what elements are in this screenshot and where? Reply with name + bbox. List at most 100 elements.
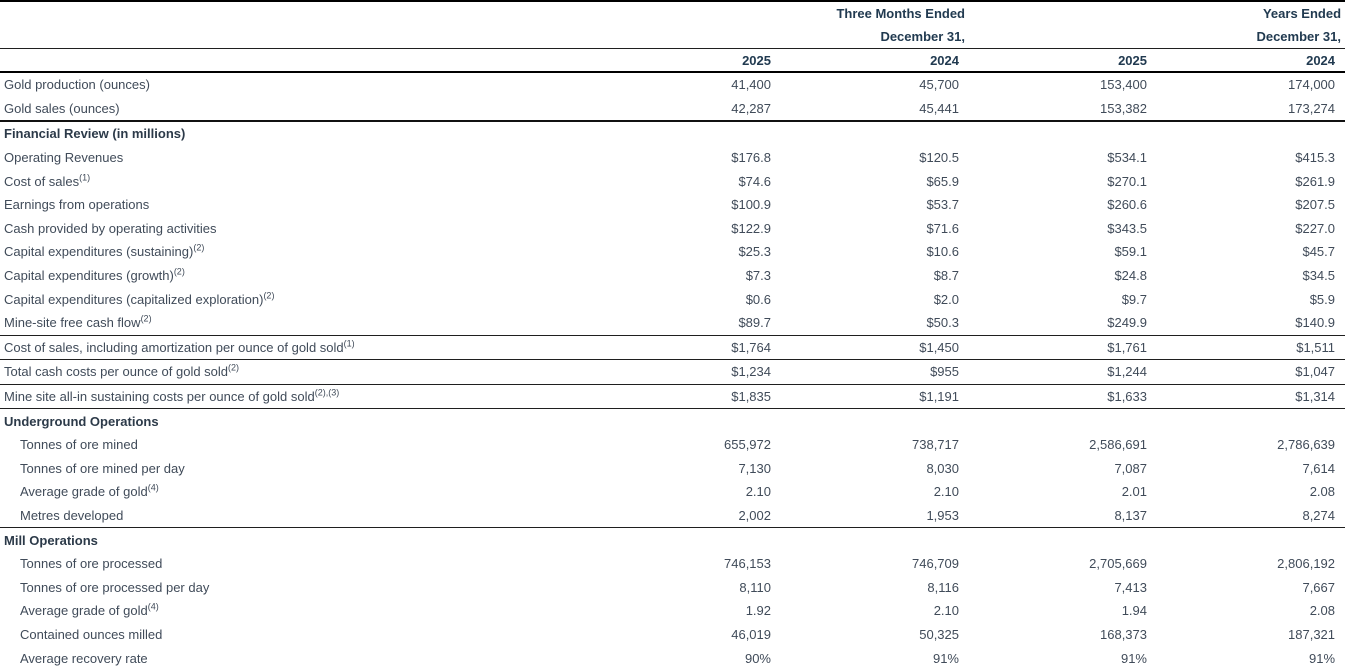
cell-value: $1,450 [781,334,969,360]
cell-value: 90% [744,650,771,666]
cell-value [781,120,969,146]
cell-value [593,120,781,146]
row-label: Average recovery rate [20,650,148,666]
cell-value [969,527,1157,552]
cell-value: 1,953 [926,507,959,523]
cell-value: $227.0 [1295,220,1336,236]
cell-value: $122.9 [731,220,771,236]
cell-value: $270.1 [1107,173,1147,189]
years-ended-header: Years Ended [1262,6,1342,21]
footnote-reference: (1) [343,338,355,349]
cell-value: 7,130 [738,460,771,476]
footnote-reference: (1) [79,172,91,183]
cell-value: $45.7 [1302,244,1336,260]
cell-value [969,408,1157,433]
three-months-ended-header: Three Months Ended [836,6,965,21]
table-row: Cost of sales(1) $74.6 $65.9 $270.1 $261.9 [0,169,1345,193]
cell-value: 7,667 [1302,579,1336,595]
cell-value: $343.5 [1107,220,1147,236]
cell-value: $1,633 [969,383,1157,409]
cell-value: $0.6 [745,291,771,307]
cell-value: $176.8 [731,150,771,166]
cell-value: 8,110 [739,579,771,595]
year-header-row: 2025 2024 2025 2024 [0,48,1345,73]
cell-value: 91% [932,650,959,666]
row-label: Contained ounces milled [20,626,163,642]
cell-value: 738,717 [912,437,959,453]
cell-value: 41,400 [731,77,771,93]
year-column-q-2024: 2024 [781,48,969,73]
footnote-reference: (2),(3) [314,387,340,398]
table-row: Metres developed 2,002 1,953 8,137 8,274 [0,504,1345,528]
cell-value: 7,413 [1114,579,1147,595]
table-row: Gold sales (ounces) 42,287 45,441 153,382 17… [0,97,1345,122]
cell-value: 8,116 [927,579,959,595]
section-label: Mill Operations [0,527,593,552]
cell-value: 91% [1120,650,1147,666]
cell-value: 2.01 [1121,484,1147,500]
cell-value: 173,274 [1288,100,1336,116]
cell-value: $1,761 [969,334,1157,360]
row-label: Gold sales (ounces) [4,100,120,116]
row-label: Average grade of gold(4) [20,602,159,619]
row-label: Cost of sales(1) [4,172,91,189]
table-row: Tonnes of ore mined 655,972 738,717 2,586,6… [0,433,1345,457]
cell-value: $25.3 [738,244,771,260]
header-spacer [0,1,593,25]
row-label: Operating Revenues [4,150,124,166]
cell-value [593,408,781,433]
row-label: Tonnes of ore mined per day [20,460,185,476]
cell-value: $10.6 [926,244,959,260]
row-label: Capital expenditures (growth)(2) [4,266,185,284]
cell-value: $1,234 [593,359,781,385]
cell-value: $34.5 [1302,268,1336,284]
cell-value: 746,153 [724,556,771,572]
cell-value: $89.7 [738,315,771,331]
cell-value: 8,274 [1302,507,1336,523]
cell-value: 50,325 [919,626,959,642]
cell-value: $207.5 [1295,197,1336,213]
table-row: Capital expenditures (sustaining)(2) $25.… [0,240,1345,264]
cell-value: 1.94 [1121,603,1147,619]
cell-value: 2.08 [1309,603,1336,619]
cell-value: $1,764 [593,334,781,360]
cell-value [1157,527,1345,552]
cell-value [781,408,969,433]
cell-value: $261.9 [1295,173,1336,189]
table-row: Earnings from operations $100.9 $53.7 $260.… [0,193,1345,217]
row-label: Tonnes of ore processed per day [20,579,210,595]
cell-value: $1,314 [1157,383,1345,409]
table-row: Cash provided by operating activities $12… [0,217,1345,241]
years-date-header: December 31, [969,25,1345,49]
table-row: Cost of sales, including amortization pe… [0,334,1345,360]
table-row: Gold production (ounces) 41,400 45,700 153,… [0,72,1345,97]
row-label: Tonnes of ore processed [20,556,163,572]
cell-value: 2.10 [933,484,959,500]
cell-value: 2,002 [738,507,771,523]
cell-value [1157,120,1345,146]
cell-value: $1,835 [593,383,781,409]
period-header-row: Three Months Ended Years Ended [0,1,1345,25]
footnote-reference: (2) [228,363,240,374]
row-label: Cost of sales, including amortization pe… [0,334,593,360]
cell-value: $53.7 [926,197,959,213]
cell-value: $534.1 [1107,150,1147,166]
row-label: Capital expenditures (capitalized explor… [4,290,275,307]
section-header-row: Mill Operations [0,527,1345,552]
table-row: Mine-site free cash flow(2) $89.7 $50.3 $24… [0,311,1345,335]
table-row: Capital expenditures (growth)(2) $7.3 $8.7… [0,264,1345,288]
cell-value: $955 [781,359,969,385]
row-label: Earnings from operations [4,197,150,213]
row-label: Metres developed [20,507,124,523]
cell-value: $8.7 [933,268,959,284]
cell-value [1157,408,1345,433]
cell-value: 2,806,192 [1277,556,1336,572]
table-body: Gold production (ounces) 41,400 45,700 153,… [0,72,1345,666]
footnote-reference: (4) [147,483,159,494]
table-row: Operating Revenues $176.8 $120.5 $534.1 $415… [0,146,1345,170]
section-label: Underground Operations [0,408,593,433]
row-label: Cash provided by operating activities [4,220,217,236]
cell-value: $5.9 [1309,291,1336,307]
row-label: Tonnes of ore mined [20,437,138,453]
